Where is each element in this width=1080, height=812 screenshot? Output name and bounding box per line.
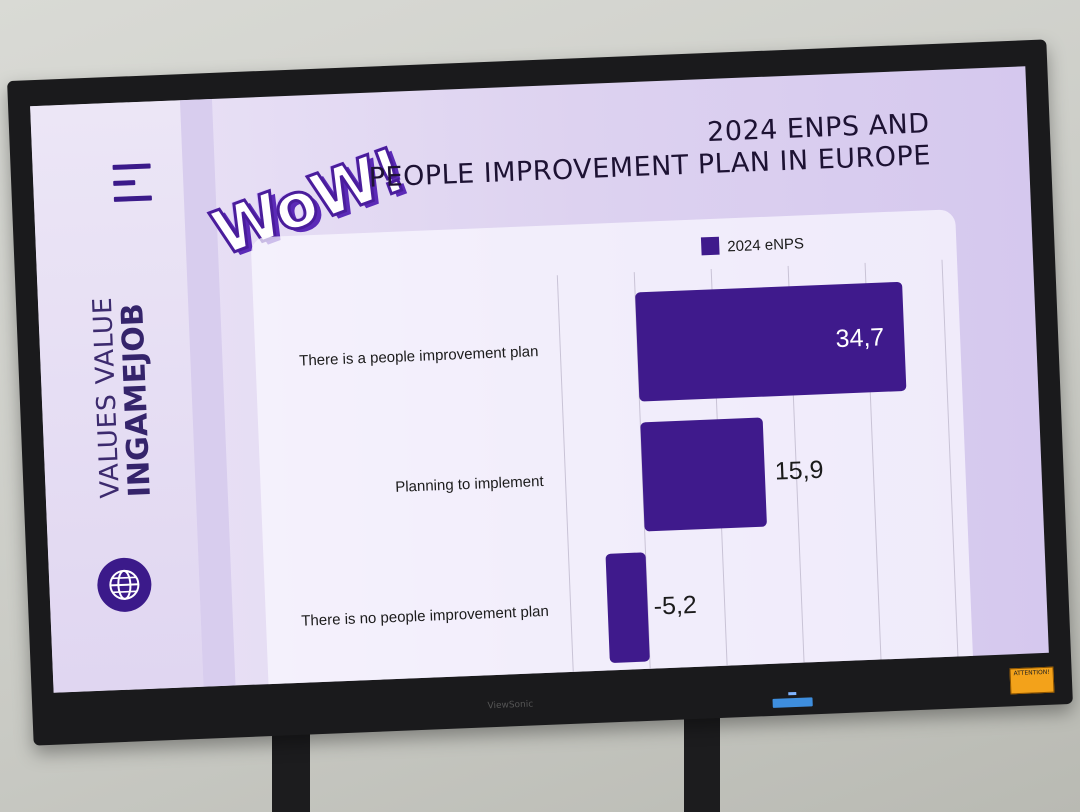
gridline [556,275,574,675]
globe-icon [96,556,153,613]
legend-label: 2024 eNPS [727,235,804,255]
legend-swatch [700,236,720,256]
x-tick-label: 40,0 [943,673,974,691]
x-tick-label: 20,0 [789,679,821,693]
vertical-brand-text: VALUES VALUE INGAMEJOB [88,295,159,499]
display-monitor: VALUES VALUE INGAMEJOB WoW! 2024 ENPS AN… [7,39,1073,746]
category-label: Planning to implement [395,473,545,496]
sidebar: VALUES VALUE INGAMEJOB [30,100,204,693]
side-text-line2: INGAMEJOB [115,302,159,498]
bar [635,281,907,402]
bar [640,417,767,532]
slide-title: 2024 ENPS AND PEOPLE IMPROVEMENT PLAN IN… [367,108,932,194]
category-label: There is a people improvement plan [299,343,539,370]
data-label: -5,2 [653,591,697,621]
x-tick-label: 0,0 [640,685,663,692]
bar-chart: -10,0 0,0 10,0 20,0 30,0 40,0 2024 eNPS There i… [299,235,974,693]
x-tick-label: 10,0 [712,682,744,693]
slide-screen: VALUES VALUE INGAMEJOB WoW! 2024 ENPS AN… [30,66,1049,693]
data-label: 15,9 [774,456,824,486]
category-label: There is no people improvement plan [301,603,549,630]
brand-label: ViewSonic [487,699,534,712]
x-tick-label: 30,0 [866,676,898,693]
bar [605,552,650,663]
data-label: 34,7 [835,323,885,353]
power-led [788,691,797,696]
warning-sticker: ATTENTION! [1009,666,1055,695]
device-badge [772,697,813,708]
x-tick-label: -10,0 [556,688,593,693]
gridline [941,259,959,660]
brand-logo-icon [112,163,155,213]
